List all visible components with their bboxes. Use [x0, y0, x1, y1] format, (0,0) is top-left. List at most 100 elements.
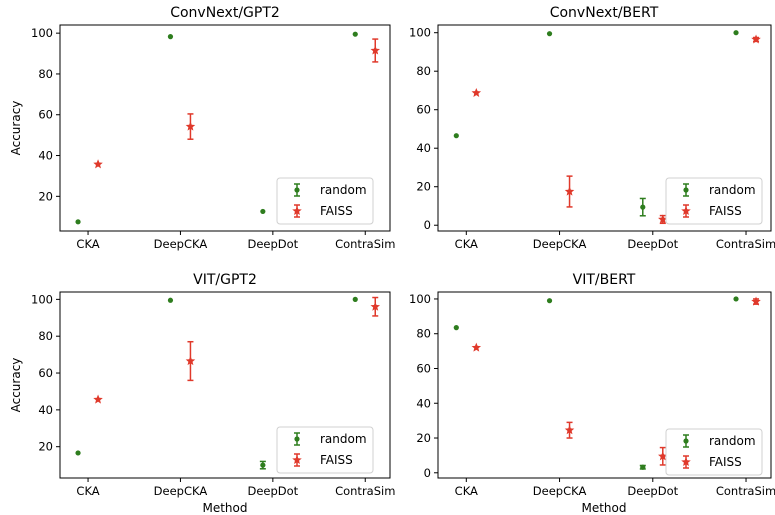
x-tick-label: ContraSim — [335, 484, 395, 498]
legend: random FAISS — [276, 177, 374, 225]
plot-area: 0 20 40 60 80 100 CKA DeepCKA DeepDot ContraSim — [409, 291, 775, 498]
plot-area: 0 20 40 60 80 100 CKA DeepCKA DeepDot ContraSim — [409, 24, 775, 251]
legend-entry-faiss — [292, 204, 302, 218]
data-point-faiss — [658, 451, 668, 461]
y-tick-label: 0 — [424, 466, 431, 480]
data-point-faiss — [370, 45, 381, 55]
x-tick-label: DeepCKA — [154, 484, 208, 498]
data-point-random — [352, 296, 358, 302]
axes-frame — [437, 24, 772, 232]
legend-box — [665, 428, 763, 476]
legend-entry-random — [683, 183, 689, 197]
y-tick-label: 80 — [38, 329, 53, 343]
subplot-convnext-bert: ConvNext/BERT 0 20 40 60 80 100 CKA DeepCKA Deep… — [409, 5, 775, 251]
y-tick-label: 20 — [38, 189, 53, 203]
y-tick-label: 40 — [38, 403, 53, 417]
x-axis-label: Method — [581, 501, 626, 515]
x-tick-label: DeepDot — [627, 484, 678, 498]
legend-label-random: random — [709, 434, 756, 448]
data-point-faiss — [185, 121, 196, 131]
legend-marker-faiss — [681, 457, 691, 467]
x-tick-label: DeepDot — [247, 237, 298, 251]
legend: random FAISS — [276, 426, 374, 474]
legend-label-faiss: FAISS — [709, 204, 742, 218]
x-tick-label: ContraSim — [716, 237, 775, 251]
legend-entry-faiss — [681, 204, 691, 218]
legend-label-faiss: FAISS — [709, 455, 742, 469]
y-tick-label: 60 — [38, 108, 53, 122]
data-point-faiss — [370, 301, 381, 311]
data-point-random — [733, 296, 739, 302]
x-tick-label: CKA — [455, 237, 478, 251]
data-point-random — [75, 450, 81, 456]
legend-marker-random — [683, 438, 689, 444]
x-tick-label: CKA — [76, 237, 99, 251]
subplot-title: ConvNext/BERT — [550, 5, 659, 21]
y-tick-label: 100 — [31, 26, 53, 40]
axes-frame — [59, 24, 391, 232]
axes-frame — [59, 291, 391, 479]
data-point-random — [260, 462, 266, 468]
data-point-faiss — [471, 87, 482, 98]
data-point-random — [167, 34, 174, 40]
x-tick-label: DeepDot — [247, 484, 298, 498]
legend-label-random: random — [320, 432, 367, 446]
data-point-random — [546, 31, 553, 37]
legend-entry-random — [683, 434, 689, 448]
x-tick-label: CKA — [455, 484, 478, 498]
legend-label-faiss: FAISS — [320, 204, 353, 218]
legend-entry-faiss — [292, 453, 302, 467]
legend-marker-random — [294, 436, 300, 442]
legend: random FAISS — [665, 428, 763, 476]
y-tick-label: 20 — [416, 180, 431, 194]
y-tick-label: 80 — [416, 327, 431, 341]
data-point-faiss — [185, 356, 196, 366]
data-point-faiss — [751, 34, 761, 44]
y-tick-label: 100 — [409, 292, 431, 306]
subplot-title: VIT/BERT — [573, 272, 636, 288]
data-point-faiss — [564, 186, 575, 196]
data-point-random — [453, 325, 459, 331]
y-tick-label: 80 — [38, 67, 53, 81]
data-point-random — [260, 208, 266, 215]
subplot-convnext-gpt2: ConvNext/GPT2 Accuracy 20 40 60 80 100 CKA Dee… — [9, 5, 395, 251]
y-axis-label: Accuracy — [9, 358, 23, 413]
x-tick-label: CKA — [76, 484, 99, 498]
data-point-random — [640, 204, 646, 210]
x-axis-label: Method — [202, 501, 247, 515]
x-tick-label: DeepDot — [627, 237, 678, 251]
legend-box — [665, 177, 763, 225]
y-tick-label: 60 — [416, 361, 431, 375]
x-tick-label: ContraSim — [335, 237, 395, 251]
subplot-title: VIT/GPT2 — [193, 272, 257, 288]
y-tick-label: 100 — [31, 292, 53, 306]
x-tick-label: DeepCKA — [533, 237, 587, 251]
data-point-faiss — [751, 296, 761, 306]
subplot-vit-gpt2: VIT/GPT2 Accuracy Method 20 40 60 80 100 CKA D… — [9, 272, 395, 515]
legend-label-faiss: FAISS — [320, 453, 353, 467]
legend-entry-random — [294, 432, 300, 446]
legend-marker-faiss — [681, 206, 691, 216]
subplot-title: ConvNext/GPT2 — [170, 5, 280, 21]
y-tick-label: 20 — [416, 431, 431, 445]
y-tick-label: 80 — [416, 64, 431, 78]
data-point-random — [75, 219, 81, 225]
data-point-random — [352, 31, 358, 37]
data-point-faiss — [564, 425, 575, 435]
y-tick-label: 60 — [416, 103, 431, 117]
axes-frame — [437, 291, 772, 479]
data-point-faiss — [93, 394, 103, 404]
data-point-faiss — [93, 159, 103, 169]
legend-marker-faiss — [292, 455, 302, 465]
data-point-random — [167, 297, 174, 303]
data-point-random — [453, 133, 459, 139]
legend-marker-random — [294, 187, 300, 193]
legend-label-random: random — [320, 183, 367, 197]
legend-label-random: random — [709, 183, 756, 197]
legend-box — [276, 426, 374, 474]
y-axis-label: Accuracy — [9, 101, 23, 156]
x-tick-label: DeepCKA — [533, 484, 587, 498]
legend-marker-random — [683, 187, 689, 193]
legend-entry-random — [294, 183, 300, 197]
